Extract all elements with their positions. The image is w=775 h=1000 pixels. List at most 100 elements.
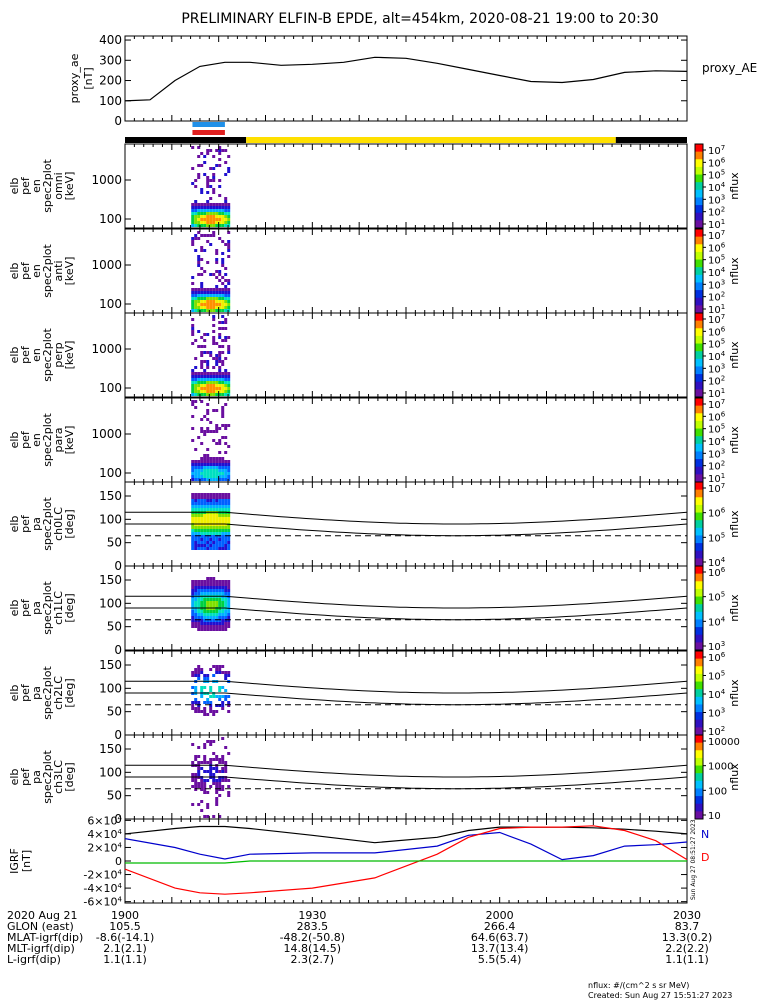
spectrogram-cell bbox=[227, 282, 231, 285]
colorbar-segment bbox=[695, 651, 703, 660]
spectrogram-cell bbox=[194, 381, 198, 384]
spectrogram-cell bbox=[215, 499, 219, 502]
spectrogram-cell bbox=[209, 508, 213, 511]
spectrogram-cell bbox=[218, 206, 222, 209]
spectrogram-cell bbox=[191, 282, 195, 285]
y-tick-label: 100 bbox=[99, 681, 122, 695]
spectrogram-cell bbox=[206, 815, 210, 818]
spectrogram-cell bbox=[203, 209, 207, 212]
spectrogram-cell bbox=[209, 610, 213, 613]
spectrogram-cell bbox=[224, 294, 228, 297]
spectrogram-cell bbox=[218, 671, 222, 674]
spectrogram-cell bbox=[218, 529, 222, 532]
spectrogram-cell bbox=[197, 514, 201, 517]
plot-title: PRELIMINARY ELFIN-B EPDE, alt=454km, 202… bbox=[181, 11, 658, 27]
spectrogram-cell bbox=[203, 619, 207, 622]
spectrogram-cell bbox=[221, 252, 225, 255]
spectrogram-cell bbox=[203, 333, 207, 336]
spectrogram-cell bbox=[209, 387, 213, 390]
spectrogram-cell bbox=[218, 622, 222, 625]
spectrogram-cell bbox=[224, 215, 228, 218]
loss-cone-line bbox=[125, 680, 688, 694]
spectrogram-cell bbox=[224, 469, 228, 472]
spectrogram-cell bbox=[203, 616, 207, 619]
spectrogram-cell bbox=[191, 743, 195, 746]
spectrogram-cell bbox=[209, 520, 213, 523]
spectrogram-cell bbox=[197, 619, 201, 622]
colorbar-segment bbox=[695, 166, 703, 176]
spectrogram-cell bbox=[227, 674, 231, 677]
spectrogram-cell bbox=[218, 466, 222, 469]
perpendicular-line bbox=[125, 523, 688, 537]
spectrogram-cell bbox=[203, 758, 207, 761]
spectrogram-cell bbox=[209, 197, 213, 200]
colorbar-segment bbox=[695, 282, 703, 291]
colorbar-label: nflux bbox=[728, 510, 741, 538]
colorbar-segment bbox=[695, 811, 703, 820]
spectrogram-cell bbox=[227, 514, 231, 517]
spectrogram-cell bbox=[218, 788, 222, 791]
spectrogram-cell bbox=[206, 592, 210, 595]
spectrogram-cell bbox=[215, 354, 219, 357]
spectrogram-cell bbox=[215, 791, 219, 794]
y-tick-label: 50 bbox=[107, 789, 122, 803]
y-tick-label: 50 bbox=[107, 536, 122, 550]
colorbar-tick-label: 103 bbox=[708, 278, 725, 291]
spectrogram-cell bbox=[215, 363, 219, 366]
spectrogram-cell bbox=[191, 224, 195, 227]
spectrogram-cell bbox=[218, 357, 222, 360]
spectrogram-cell bbox=[221, 209, 225, 212]
spectrogram-cell bbox=[203, 472, 207, 475]
spectrogram-cell bbox=[218, 785, 222, 788]
spectrogram-cell bbox=[209, 767, 213, 770]
y-tick-label: 300 bbox=[99, 53, 122, 67]
spectrogram-cell bbox=[227, 499, 231, 502]
spectrogram-cell bbox=[191, 671, 195, 674]
spectrogram-cell bbox=[203, 499, 207, 502]
panel-ylabel: [deg] bbox=[63, 762, 76, 791]
spectrogram-cell bbox=[221, 529, 225, 532]
colorbar-tick-label: 10000 bbox=[708, 737, 740, 748]
spectrogram-cell bbox=[227, 378, 231, 381]
spectrogram-cell bbox=[224, 586, 228, 589]
spectrogram-cell bbox=[191, 381, 195, 384]
spectrogram-cell bbox=[218, 375, 222, 378]
ephemeris-value: 2.2(2.2) bbox=[665, 942, 709, 955]
spectrogram-cell bbox=[200, 294, 204, 297]
spectrogram-cell bbox=[197, 761, 201, 764]
spectrogram-cell bbox=[203, 306, 207, 309]
spectrogram-cell bbox=[191, 583, 195, 586]
spectrogram-cell bbox=[218, 616, 222, 619]
spectrogram-cell bbox=[197, 330, 201, 333]
spectrogram-cell bbox=[227, 619, 231, 622]
spectrogram-cell bbox=[206, 212, 210, 215]
spectrogram-cell bbox=[215, 276, 219, 279]
spectrogram-cell bbox=[197, 496, 201, 499]
spectrogram-cell bbox=[224, 547, 228, 550]
spectrogram-cell bbox=[206, 448, 210, 451]
spectrogram-cell bbox=[218, 535, 222, 538]
spectrogram-cell bbox=[218, 689, 222, 692]
spectrogram-cell bbox=[215, 583, 219, 586]
colorbar-segment bbox=[695, 174, 703, 183]
spectrogram-cell bbox=[209, 234, 213, 237]
spectrogram-cell bbox=[203, 592, 207, 595]
spectrogram-cell bbox=[224, 475, 228, 478]
spectrogram-cell bbox=[221, 625, 225, 628]
spectrogram-cell bbox=[221, 493, 225, 496]
spectrogram-cell bbox=[212, 478, 216, 481]
spectrogram-cell bbox=[203, 291, 207, 294]
spectrogram-cell bbox=[224, 619, 228, 622]
spectrogram-cell bbox=[194, 249, 198, 252]
spectrogram-cell bbox=[209, 212, 213, 215]
spectrogram-cell bbox=[203, 375, 207, 378]
spectrogram-cell bbox=[215, 586, 219, 589]
spectrogram-cell bbox=[212, 538, 216, 541]
spectrogram-cell bbox=[218, 237, 222, 240]
spectrogram-cell bbox=[203, 249, 207, 252]
panel-para: 1001000elbpefenspec2plotpara[keV]1071061… bbox=[8, 397, 741, 485]
spectrogram-cell bbox=[209, 535, 213, 538]
spectrogram-cell bbox=[221, 363, 225, 366]
spectrogram-cell bbox=[209, 375, 213, 378]
spectrogram-cell bbox=[224, 197, 228, 200]
